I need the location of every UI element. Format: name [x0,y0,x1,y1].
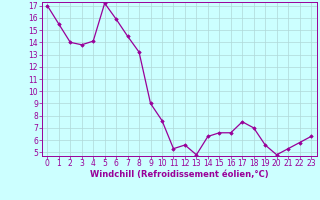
X-axis label: Windchill (Refroidissement éolien,°C): Windchill (Refroidissement éolien,°C) [90,170,268,179]
